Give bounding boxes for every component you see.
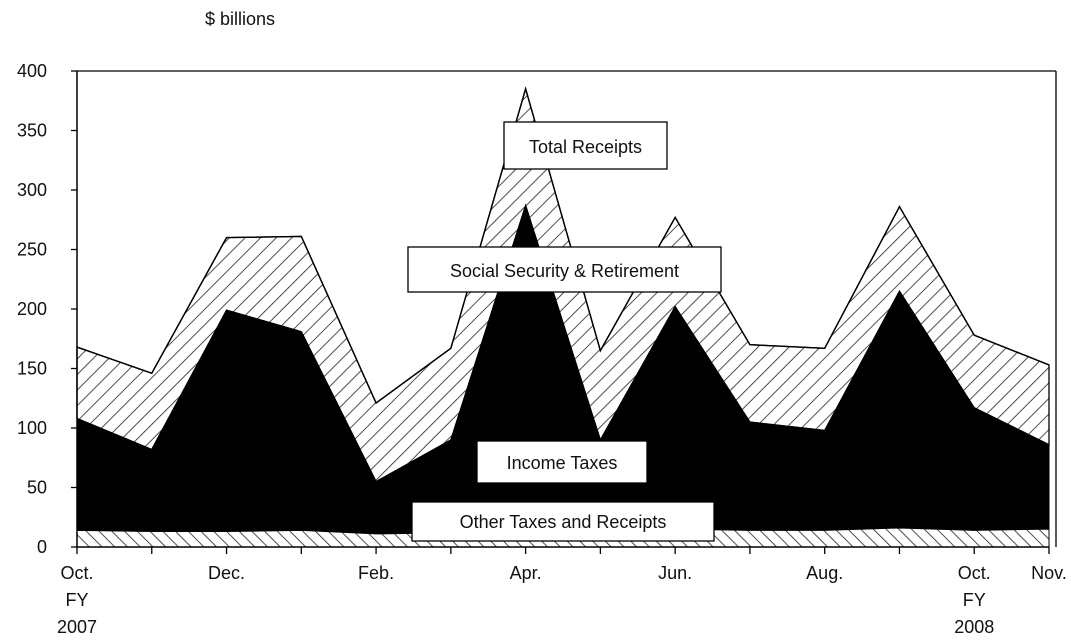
y-tick-label: 250	[17, 240, 47, 260]
y-tick-label: 0	[37, 537, 47, 557]
x-tick-label: Oct.	[60, 563, 93, 583]
x-tick-label: Jun.	[658, 563, 692, 583]
x-tick-label: 2008	[954, 617, 994, 637]
annotation-social-security: Social Security & Retirement	[407, 246, 722, 293]
annotation-total-receipts-label: Total Receipts	[529, 137, 642, 157]
x-tick-label: FY	[963, 590, 986, 610]
y-tick-label: 150	[17, 359, 47, 379]
x-tick-label: Feb.	[358, 563, 394, 583]
annotation-income-taxes-label: Income Taxes	[507, 453, 618, 473]
annotation-total-receipts: Total Receipts	[503, 121, 668, 170]
annotation-other-taxes-label: Other Taxes and Receipts	[460, 512, 667, 532]
x-tick-label: 2007	[57, 617, 97, 637]
x-tick-label: Oct.	[958, 563, 991, 583]
y-axis: 0 50 100 150 200 250 300 350 400	[17, 61, 77, 557]
y-tick-label: 100	[17, 418, 47, 438]
x-axis: Oct. FY 2007 Dec. Feb. Apr. Jun. Aug. Oct. FY 2008…	[57, 547, 1067, 637]
y-tick-label: 50	[27, 478, 47, 498]
x-tick-label: FY	[65, 590, 88, 610]
annotation-social-security-label: Social Security & Retirement	[450, 261, 679, 281]
y-tick-label: 200	[17, 299, 47, 319]
annotation-other-taxes: Other Taxes and Receipts	[411, 501, 715, 542]
x-tick-label: Aug.	[806, 563, 843, 583]
y-tick-label: 300	[17, 180, 47, 200]
x-tick-label: Dec.	[208, 563, 245, 583]
y-tick-label: 400	[17, 61, 47, 81]
x-tick-label: Nov.	[1031, 563, 1067, 583]
y-axis-title: $ billions	[205, 9, 275, 29]
line-total-receipts	[76, 86, 1050, 405]
annotation-income-taxes: Income Taxes	[476, 440, 648, 484]
y-tick-label: 350	[17, 121, 47, 141]
x-tick-label: Apr.	[510, 563, 542, 583]
